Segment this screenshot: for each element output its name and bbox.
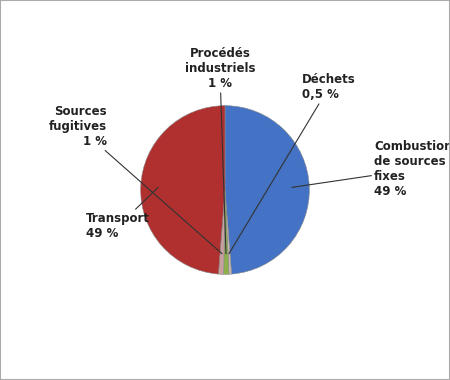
Wedge shape — [218, 190, 225, 274]
Wedge shape — [224, 190, 229, 274]
Text: Déchets
0,5 %: Déchets 0,5 % — [229, 73, 356, 253]
Text: Procédés
industriels
1 %: Procédés industriels 1 % — [184, 47, 255, 254]
Wedge shape — [225, 190, 232, 274]
Wedge shape — [141, 106, 225, 274]
Text: Transport
49 %: Transport 49 % — [86, 187, 158, 240]
Text: Combustion
de sources
fixes
49 %: Combustion de sources fixes 49 % — [292, 141, 450, 198]
Text: Sources
fugitives
1 %: Sources fugitives 1 % — [49, 105, 222, 254]
Wedge shape — [225, 106, 309, 274]
